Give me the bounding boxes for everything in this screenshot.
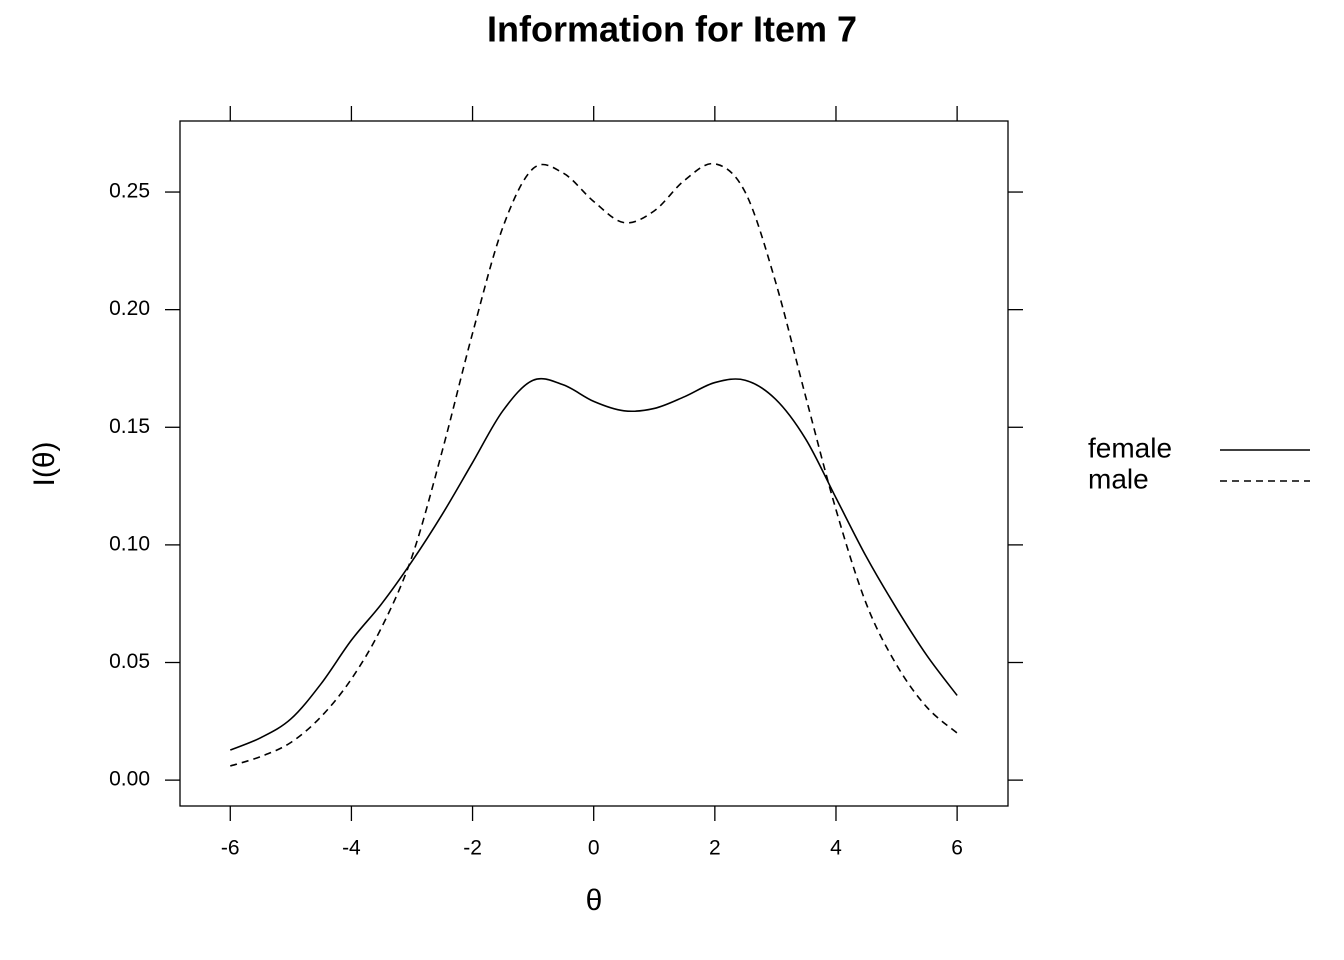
x-tick-label: 0 <box>588 837 600 860</box>
plot-frame <box>179 120 1009 807</box>
chart-title: Information for Item 7 <box>487 9 857 50</box>
x-tick-label: 2 <box>709 837 721 860</box>
y-tick-label: 0.20 <box>109 297 150 320</box>
line-series <box>230 162 958 767</box>
y-tick-label: 0.25 <box>109 180 150 203</box>
legend-label: male <box>1088 463 1149 494</box>
y-tick-label: 0.15 <box>109 415 150 438</box>
x-tick-label: 4 <box>830 837 842 860</box>
x-tick-label: -4 <box>342 837 361 860</box>
x-axis-label: θ <box>586 884 603 917</box>
y-tick-label: 0.05 <box>109 650 150 673</box>
y-axis-label: I(θ) <box>28 442 61 487</box>
x-tick-label: -2 <box>463 837 482 860</box>
x-tick-label: 6 <box>951 837 963 860</box>
y-tick-label: 0.00 <box>109 768 150 791</box>
line-series <box>229 377 958 751</box>
legend-label: female <box>1088 432 1172 463</box>
x-tick-label: -6 <box>221 837 240 860</box>
y-tick-label: 0.10 <box>109 532 150 555</box>
